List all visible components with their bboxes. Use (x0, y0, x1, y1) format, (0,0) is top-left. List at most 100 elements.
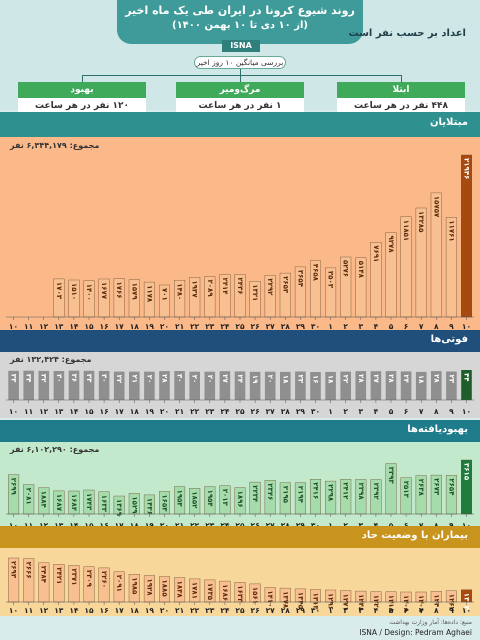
x-tick-label: ۲۷ (266, 521, 276, 530)
x-tick-label: ۱۷ (115, 322, 125, 331)
x-tick-label: ۱۵ (84, 322, 94, 331)
data-label: ۲۶۶۶ (25, 562, 33, 579)
x-tick-label: ۲۲ (190, 322, 200, 331)
data-label: ۲۸ (387, 374, 395, 383)
bar (370, 371, 382, 400)
data-label: ۲۳۴۶ (266, 483, 274, 500)
x-tick-label: ۲۰ (160, 322, 169, 331)
data-label: ۳۰ (100, 374, 108, 383)
x-tick-label: ۱۱ (24, 407, 33, 416)
deaths-chart: ۳۳ ۳۴ ۳۲ ۳۰ ۳۶ ۳۳ ۳۰ ۲۲ ۲۱ ۲۰ ۲۸ ۳۰ ۲۰ ۲۰ ۲۷ ۲۴ ۱۹ ۲۰ ۱۸ ۲۳… (6, 370, 474, 416)
data-label: ۱۴۰۰ (85, 284, 93, 301)
data-label: ۱۳۲۸۵ (417, 211, 425, 233)
data-label: ۲۴۱۲ (342, 482, 350, 500)
summary-recovered: بهبود ۱۲۰ نفر در هر ساعت (18, 82, 146, 115)
connector-line (82, 75, 402, 76)
units-note: اعداد بر حسب نفر است (348, 28, 467, 39)
data-label: ۱۱۷۶۱ (447, 220, 455, 241)
x-tick-label: ۲۲ (190, 521, 200, 530)
data-label: ۲۴۲۱ (55, 567, 63, 584)
summary-value: ۱ نفر در هر ساعت (176, 98, 304, 115)
x-tick-label: ۱۸ (130, 521, 140, 530)
x-tick-label: ۱۰ (9, 606, 18, 615)
x-tick-label: ۲۹ (296, 521, 306, 530)
bar (446, 371, 457, 400)
x-tick-label: ۸ (434, 521, 439, 530)
x-tick-label: ۱۰ (9, 521, 18, 530)
x-tick-label: ۱۱ (24, 322, 33, 331)
x-tick-label: ۸ (434, 407, 439, 416)
deaths-title: فوتی‌ها (430, 334, 468, 345)
x-tick-label: ۵ (389, 521, 394, 530)
data-label: ۱۶۸۶ (221, 584, 229, 601)
summary-deaths: مرگ‌ومیر ۱ نفر در هر ساعت (176, 82, 304, 115)
data-label: ۱۶۵۳ (161, 494, 169, 512)
recovered-total: مجموع: ۶,۱۰۲,۲۹۰ نفر (10, 445, 100, 454)
x-tick-label: ۲۷ (266, 606, 276, 615)
data-label: ۲۳۹۲ (372, 483, 380, 501)
bar (461, 370, 472, 400)
x-tick-label: ۶ (404, 606, 409, 615)
x-tick-label: ۲ (343, 521, 348, 530)
data-label: ۱۱۷۸ (145, 285, 153, 303)
x-tick-label: ۲۵ (235, 322, 245, 331)
bar (234, 371, 246, 400)
x-tick-label: ۲ (343, 322, 348, 331)
x-tick-label: ۱ (328, 407, 333, 416)
data-label: ۱۸ (417, 375, 425, 384)
data-label: ۲۰۱۳ (221, 489, 229, 507)
data-label: ۱۳۱۳ (312, 593, 320, 611)
bar (340, 371, 351, 400)
x-tick-label: ۱۰ (462, 322, 471, 331)
x-tick-label: ۸ (434, 606, 439, 615)
data-label: ۲۴۱۴ (221, 278, 229, 296)
data-label: ۱۳۷۸ (281, 591, 289, 609)
data-label: ۲۸ (357, 374, 365, 383)
data-label: ۵۱۴۸ (357, 261, 365, 279)
data-label: ۵۲۷۶ (342, 260, 350, 277)
x-tick-label: ۲۸ (281, 521, 291, 530)
x-tick-label: ۱۳ (54, 606, 64, 615)
x-tick-label: ۱۳ (54, 521, 64, 530)
x-tick-label: ۲۴ (220, 521, 230, 530)
data-label: ۲۶۷۳ (432, 478, 440, 496)
x-tick-label: ۱۴ (69, 407, 79, 416)
x-tick-label: ۹ (449, 521, 454, 530)
bar (68, 370, 80, 400)
x-tick-label: ۲۵ (235, 521, 245, 530)
data-label: ۱۹ (251, 375, 259, 384)
x-tick-label: ۳۰ (311, 407, 320, 416)
data-label: ۲۰۸۹ (206, 280, 214, 298)
data-label: ۳۶ (70, 374, 78, 383)
data-label: ۱۶۸۷ (55, 494, 63, 512)
data-source: منبع: داده‌ها: آمار وزارت بهداشت (389, 619, 472, 626)
x-tick-label: ۲۰ (160, 606, 169, 615)
bar (415, 371, 427, 400)
data-label: ۱۸۳۸ (176, 581, 184, 599)
data-label: ۲۱۹۵ (281, 486, 289, 504)
data-label: ۲۴ (402, 374, 410, 383)
data-label: ۳۲ (40, 374, 48, 383)
x-tick-label: ۱۳ (54, 322, 64, 331)
bar (83, 370, 95, 400)
x-tick-label: ۲۷ (266, 322, 276, 331)
x-tick-label: ۹ (449, 606, 454, 615)
x-tick-label: ۲۶ (251, 322, 260, 331)
data-label: ۲۴ (236, 374, 244, 383)
data-label: ۲۸ (161, 374, 169, 383)
x-tick-label: ۲۴ (220, 407, 230, 416)
x-tick-label: ۱۸ (130, 606, 140, 615)
data-label: ۱۱۸۵۱ (402, 220, 410, 241)
x-tick-label: ۱۲ (39, 322, 49, 331)
critical-header: بیماران با وضعیت حاد (0, 526, 480, 548)
data-label: ۱۸۸۴ (40, 491, 48, 509)
agency-tab: ISNA (222, 40, 260, 52)
data-label: ۱۷۶۶ (115, 282, 123, 299)
bar (8, 370, 19, 400)
data-label: ۱۹۵۴ (206, 490, 214, 508)
x-tick-label: ۱۲ (39, 521, 49, 530)
x-tick-label: ۱۱ (24, 606, 33, 615)
data-label: ۲۴۸۴ (40, 566, 48, 584)
bar (174, 371, 185, 400)
x-tick-label: ۱۷ (115, 521, 125, 530)
